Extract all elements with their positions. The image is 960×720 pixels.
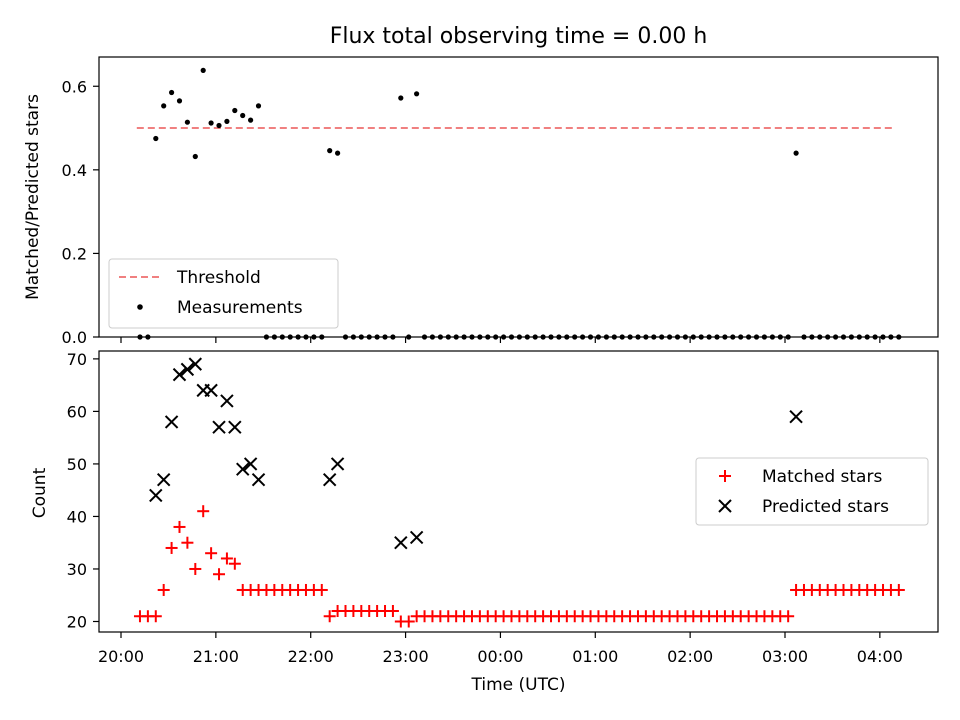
chart-title: Flux total observing time = 0.00 h: [330, 24, 708, 49]
top-x-ticks: [120, 337, 881, 343]
measurement-point: [208, 120, 214, 126]
measurement-point: [327, 148, 333, 154]
matched-star-point: [189, 562, 202, 575]
measurement-point: [169, 89, 175, 96]
measurement-point: [398, 95, 404, 101]
bottom-x-tick-label: 04:00: [857, 647, 903, 666]
measurement-point: [793, 150, 799, 156]
predicted-star-point: [164, 415, 179, 429]
predicted-star-point: [236, 462, 250, 476]
top-points: [136, 67, 902, 340]
measurement-point: [240, 112, 246, 119]
matched-star-point: [165, 541, 178, 554]
bottom-x-tick-label: 00:00: [477, 647, 523, 666]
predicted-star-point: [149, 488, 163, 503]
legend-matched-label: Matched stars: [762, 467, 882, 487]
matched-star-point: [220, 552, 233, 565]
bottom-y-tick-label: 50: [67, 455, 87, 474]
predicted-star-point: [188, 357, 203, 371]
matched-star-point: [157, 583, 170, 596]
legend-predicted-swatch: [718, 499, 732, 513]
predicted-star-point: [322, 472, 337, 487]
bottom-legend: Matched stars Predicted stars: [695, 457, 929, 526]
bottom-x-tick-label: 21:00: [193, 647, 239, 666]
predicted-star-point: [220, 394, 234, 408]
measurement-point: [414, 91, 420, 97]
bottom-y-tick-label: 70: [67, 350, 87, 369]
predicted-star-point: [228, 420, 242, 434]
predicted-star-point: [243, 457, 258, 471]
measurement-point: [248, 117, 254, 123]
bottom-x-tick-label: 22:00: [288, 647, 334, 666]
predicted-star-point: [394, 536, 408, 550]
matched-star-point: [323, 610, 336, 623]
bottom-x-ticks: 20:00 21:00 22:00 23:00 00:00 01:00 02:00 03:00…: [98, 632, 903, 666]
bottom-points: [133, 357, 905, 628]
measurement-point: [153, 135, 159, 142]
bottom-y-tick-label: 30: [67, 560, 87, 579]
top-y-tick-label: 0.6: [62, 77, 87, 96]
matched-star-point: [197, 505, 210, 518]
bottom-x-tick-label: 03:00: [762, 647, 808, 666]
matched-star-point: [315, 583, 328, 596]
matched-star-point: [213, 568, 226, 581]
top-y-tick-label: 0.2: [62, 244, 87, 263]
bottom-x-tick-label: 20:00: [98, 647, 144, 666]
bottom-panel: 20 30 40 50 60 70 20:00 21:00 22:00 23:00 00:00 01…: [30, 350, 939, 695]
measurement-point: [232, 107, 238, 114]
bottom-legend-box: [695, 457, 929, 526]
top-y-tick-label: 0.4: [62, 161, 87, 180]
matched-star-point: [782, 610, 795, 623]
top-legend: Threshold Measurements: [108, 258, 339, 329]
matched-star-point: [205, 547, 218, 560]
measurement-point: [192, 153, 198, 160]
bottom-y-tick-label: 20: [67, 612, 87, 631]
predicted-star-point: [172, 367, 187, 382]
bottom-frame: [98, 350, 939, 633]
top-legend-box: [108, 258, 339, 329]
measurement-point: [216, 122, 222, 129]
matched-star-point: [181, 536, 194, 549]
measurement-point: [224, 118, 230, 124]
legend-threshold-label: Threshold: [176, 268, 261, 288]
top-panel: 0.0 0.2 0.4 0.6 Matched/Predicted stars Thr…: [23, 56, 939, 347]
legend-measurements-label: Measurements: [177, 298, 303, 318]
legend-matched-swatch: [719, 470, 731, 482]
bottom-x-tick-label: 02:00: [667, 647, 713, 666]
predicted-star-point: [251, 472, 266, 487]
bottom-y-tick-label: 40: [67, 507, 87, 526]
matched-star-point: [228, 557, 241, 570]
matched-star-point: [386, 604, 399, 617]
measurement-point: [161, 103, 167, 109]
top-frame: [98, 56, 939, 338]
predicted-star-point: [409, 530, 424, 545]
measurement-point: [335, 150, 341, 156]
bottom-y-label: Count: [30, 467, 50, 518]
top-y-ticks: 0.0 0.2 0.4 0.6: [62, 77, 99, 347]
matched-star-point: [402, 615, 415, 628]
predicted-star-point: [212, 420, 226, 434]
top-y-label: Matched/Predicted stars: [23, 94, 43, 300]
predicted-star-point: [204, 383, 218, 398]
measurement-point: [200, 67, 206, 73]
predicted-star-point: [330, 457, 345, 471]
legend-measurements-swatch: [137, 304, 143, 310]
measurement-point: [255, 103, 262, 109]
bottom-y-tick-label: 60: [67, 402, 87, 421]
bottom-y-ticks: 20 30 40 50 60 70: [67, 350, 99, 631]
legend-predicted-label: Predicted stars: [762, 497, 889, 517]
predicted-star-point: [180, 362, 195, 377]
matched-star-point: [173, 520, 186, 533]
measurement-point: [176, 98, 183, 104]
matched-star-point: [892, 583, 905, 596]
matched-star-point: [149, 610, 162, 623]
predicted-star-point: [789, 409, 803, 424]
measurement-point: [184, 119, 190, 125]
bottom-x-tick-label: 23:00: [383, 647, 429, 666]
predicted-star-point: [156, 472, 171, 487]
bottom-x-label: Time (UTC): [471, 675, 566, 695]
top-y-tick-label: 0.0: [62, 328, 87, 347]
bottom-x-tick-label: 01:00: [572, 647, 618, 666]
